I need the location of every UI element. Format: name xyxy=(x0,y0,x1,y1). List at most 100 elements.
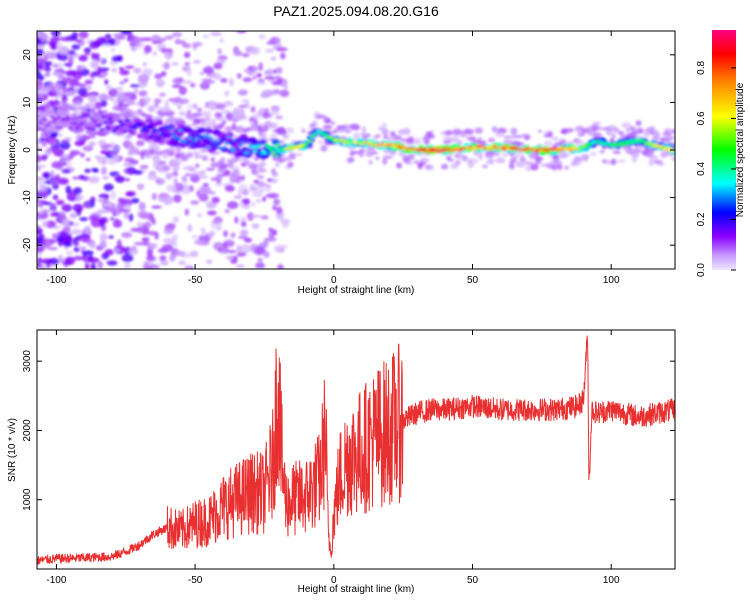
halo-blob xyxy=(287,161,294,168)
halo-blob xyxy=(138,90,148,97)
ridge-core xyxy=(276,143,281,146)
halo-blob xyxy=(127,151,133,156)
noise-blob xyxy=(252,75,257,80)
halo-blob xyxy=(263,183,271,188)
noise-blob xyxy=(153,263,160,269)
noise-blob xyxy=(275,115,284,120)
noise-blob xyxy=(256,73,262,78)
ridge-core xyxy=(187,136,193,140)
halo-blob xyxy=(663,137,672,143)
halo-blob xyxy=(425,131,432,137)
noise-blob xyxy=(276,206,283,215)
noise-blob xyxy=(234,171,241,177)
noise-blob xyxy=(151,205,162,209)
noise-blob xyxy=(98,217,109,224)
ridge-core xyxy=(121,123,126,126)
noise-blob xyxy=(37,209,44,215)
noise-blob xyxy=(223,101,234,107)
noise-blob xyxy=(122,162,134,167)
ridge-core xyxy=(437,147,442,150)
ridge-core xyxy=(246,150,251,153)
halo-blob xyxy=(154,165,162,171)
noise-blob xyxy=(52,63,59,68)
noise-blob xyxy=(233,195,243,199)
noise-blob xyxy=(146,255,155,262)
halo-blob xyxy=(123,140,132,147)
halo-blob xyxy=(606,130,614,136)
halo-blob xyxy=(447,158,455,162)
halo-blob xyxy=(191,172,197,178)
halo-blob xyxy=(349,150,355,157)
halo-blob xyxy=(647,125,656,132)
noise-blob xyxy=(104,33,112,39)
noise-blob xyxy=(141,237,150,243)
noise-blob xyxy=(55,235,65,243)
halo-blob xyxy=(519,154,525,158)
halo-blob xyxy=(543,140,553,146)
halo-blob xyxy=(626,132,637,138)
ridge-core xyxy=(211,140,216,144)
noise-blob xyxy=(78,245,87,250)
noise-blob xyxy=(50,212,57,217)
noise-blob xyxy=(177,105,182,110)
noise-blob xyxy=(237,89,249,96)
noise-blob xyxy=(254,246,266,256)
noise-blob xyxy=(52,233,57,239)
noise-blob xyxy=(37,48,44,56)
noise-blob xyxy=(217,247,223,252)
noise-blob xyxy=(255,199,262,203)
ridge-core xyxy=(259,152,264,155)
halo-blob xyxy=(478,153,483,161)
halo-blob xyxy=(214,111,221,119)
halo-blob xyxy=(142,96,152,104)
ridge-halo xyxy=(175,130,184,137)
noise-blob xyxy=(172,216,180,223)
noise-blob xyxy=(56,41,63,51)
ridge-core xyxy=(226,135,231,139)
noise-blob xyxy=(236,31,247,34)
halo-blob xyxy=(466,136,477,141)
ridge-core xyxy=(579,147,584,151)
ridge-core xyxy=(176,137,181,140)
noise-blob xyxy=(277,264,284,269)
y-tick-label: 1000 xyxy=(22,488,33,511)
noise-blob xyxy=(172,171,179,177)
x-tick-label: -100 xyxy=(46,275,66,286)
spectrogram-x-label: Height of straight line (km) xyxy=(298,285,415,296)
halo-blob xyxy=(320,144,328,152)
halo-blob xyxy=(353,150,361,155)
noise-blob xyxy=(187,224,193,232)
halo-blob xyxy=(253,156,260,161)
halo-blob xyxy=(508,163,515,170)
ridge-core xyxy=(78,115,83,119)
ridge-core xyxy=(71,117,76,121)
halo-blob xyxy=(68,153,75,158)
noise-blob xyxy=(138,202,146,211)
halo-blob xyxy=(234,178,241,182)
ridge-core xyxy=(172,135,178,138)
noise-blob xyxy=(62,225,71,234)
noise-blob xyxy=(82,250,94,256)
noise-blob xyxy=(142,62,147,67)
noise-blob xyxy=(268,227,274,233)
ridge-core xyxy=(435,150,441,153)
ridge-core xyxy=(151,130,156,134)
ridge-core xyxy=(111,130,116,133)
noise-blob xyxy=(202,34,210,39)
halo-blob xyxy=(365,148,376,153)
halo-blob xyxy=(540,163,549,167)
ridge-core xyxy=(91,128,96,131)
noise-blob xyxy=(41,238,53,247)
spectrogram-blobs xyxy=(37,31,675,269)
ridge-core xyxy=(251,145,256,149)
halo-blob xyxy=(61,139,70,143)
halo-blob xyxy=(534,153,539,157)
halo-blob xyxy=(172,158,183,166)
snr-panel: -100 -50 0 50 100 1000 2000 3000 Height of str… xyxy=(7,329,676,595)
noise-blob xyxy=(101,44,111,48)
noise-blob xyxy=(192,44,197,50)
noise-blob xyxy=(37,74,45,81)
noise-blob xyxy=(166,222,177,230)
halo-blob xyxy=(653,133,661,137)
noise-blob xyxy=(37,231,42,235)
